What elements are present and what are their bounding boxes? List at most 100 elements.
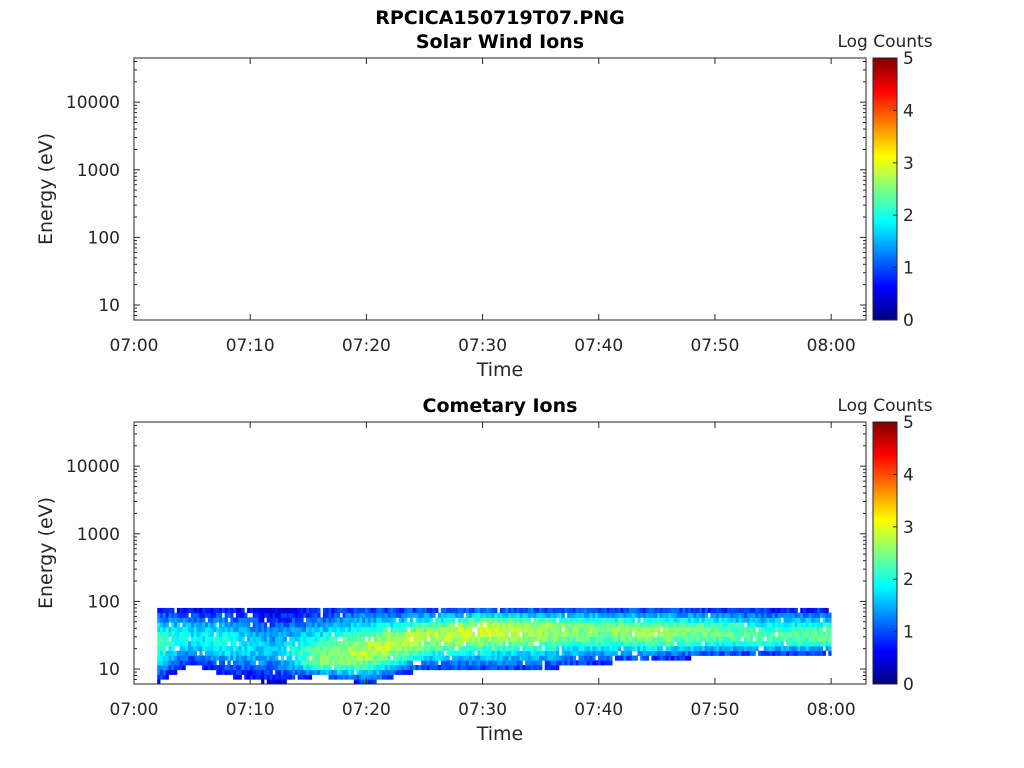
heatmap-cell (555, 636, 560, 642)
heatmap-cell (216, 631, 220, 637)
heatmap-cell (407, 650, 411, 656)
colorbar-label: Log Counts (837, 32, 932, 52)
heatmap-cell (345, 650, 349, 656)
heatmap-cell (584, 641, 588, 647)
heatmap-cell (581, 622, 585, 628)
heatmap-cell (746, 626, 751, 633)
heatmap-cell (297, 669, 301, 675)
heatmap-cell (438, 650, 442, 656)
heatmap-cell (513, 664, 518, 671)
heatmap-cell (423, 622, 428, 628)
heatmap-cell (508, 660, 512, 666)
heatmap-cell (522, 636, 526, 642)
heatmap-cell (328, 617, 332, 623)
heatmap-cell (182, 636, 186, 642)
heatmap-cell (182, 622, 186, 628)
heatmap-cell (426, 631, 431, 637)
heatmap-cell (777, 650, 781, 656)
heatmap-cell (308, 612, 313, 618)
heatmap-cell (407, 645, 411, 652)
heatmap-cell (800, 626, 804, 633)
heatmap-cell (774, 641, 779, 647)
heatmap-cell (339, 664, 343, 671)
heatmap-cell (294, 626, 299, 633)
heatmap-cell (637, 645, 641, 652)
heatmap-cell (620, 612, 624, 618)
heatmap-cell (665, 636, 669, 642)
heatmap-cell (384, 617, 388, 623)
heatmap-cell (196, 641, 200, 647)
heatmap-cell (592, 612, 596, 618)
heatmap-cell (499, 636, 504, 642)
heatmap-cell (435, 650, 439, 656)
heatmap-cell (182, 655, 186, 661)
heatmap-cell (600, 641, 605, 647)
heatmap-cell (651, 645, 655, 652)
heatmap-cell (390, 641, 394, 647)
heatmap-cell (331, 641, 335, 647)
heatmap-cell (303, 612, 307, 618)
heatmap-cell (558, 626, 562, 633)
heatmap-cell (438, 664, 442, 671)
heatmap-cell (353, 660, 357, 666)
heatmap-cell (261, 664, 265, 671)
heatmap-cell (457, 631, 461, 637)
heatmap-cell (463, 664, 467, 671)
heatmap-cell (783, 631, 787, 637)
heatmap-cell (690, 617, 694, 623)
heatmap-cell (693, 631, 697, 637)
heatmap-cell (398, 631, 402, 637)
heatmap-cell (704, 622, 708, 628)
heatmap-cell (544, 612, 548, 618)
heatmap-cell (252, 660, 256, 666)
heatmap-cell (171, 664, 175, 671)
heatmap-cell (474, 645, 478, 652)
heatmap-cell (269, 617, 273, 623)
heatmap-cell (308, 622, 313, 628)
heatmap-cell (471, 645, 475, 652)
heatmap-cell (263, 650, 268, 656)
heatmap-cell (628, 622, 633, 628)
heatmap-cell (488, 626, 492, 633)
heatmap-cell (544, 655, 548, 661)
heatmap-cell (800, 631, 804, 637)
heatmap-cell (362, 664, 366, 671)
heatmap-cell (713, 645, 717, 652)
heatmap-cell (165, 664, 169, 671)
heatmap-cell (443, 617, 447, 623)
heatmap-cell (766, 636, 770, 642)
heatmap-cell (314, 641, 318, 647)
heatmap-cell (412, 607, 416, 614)
heatmap-cell (185, 607, 189, 614)
heatmap-cell (620, 607, 624, 614)
heatmap-cell (527, 660, 532, 666)
heatmap-cell (626, 617, 630, 623)
heatmap-cell (365, 655, 369, 661)
heatmap-cell (384, 636, 388, 642)
heatmap-cell (533, 650, 537, 656)
heatmap-cell (730, 617, 734, 623)
heatmap-cell (339, 645, 343, 652)
heatmap-cell (533, 636, 537, 642)
heatmap-cell (373, 622, 377, 628)
heatmap-cell (452, 650, 456, 656)
heatmap-cell (334, 626, 338, 633)
heatmap-cell (609, 622, 613, 628)
heatmap-cell (634, 631, 638, 637)
heatmap-cell (387, 655, 391, 661)
heatmap-cell (275, 655, 279, 661)
heatmap-cell (584, 645, 588, 652)
heatmap-cell (370, 645, 374, 652)
heatmap-cell (269, 660, 273, 666)
heatmap-cell (277, 674, 282, 680)
heatmap-cell (373, 636, 377, 642)
heatmap-cell (673, 645, 678, 652)
heatmap-cell (763, 612, 767, 618)
heatmap-cell (513, 622, 518, 628)
heatmap-cell (362, 626, 366, 633)
heatmap-cell (783, 617, 787, 623)
heatmap-cell (275, 674, 279, 680)
heatmap-cell (210, 622, 214, 628)
heatmap-cell (429, 645, 433, 652)
heatmap-cell (803, 641, 807, 647)
